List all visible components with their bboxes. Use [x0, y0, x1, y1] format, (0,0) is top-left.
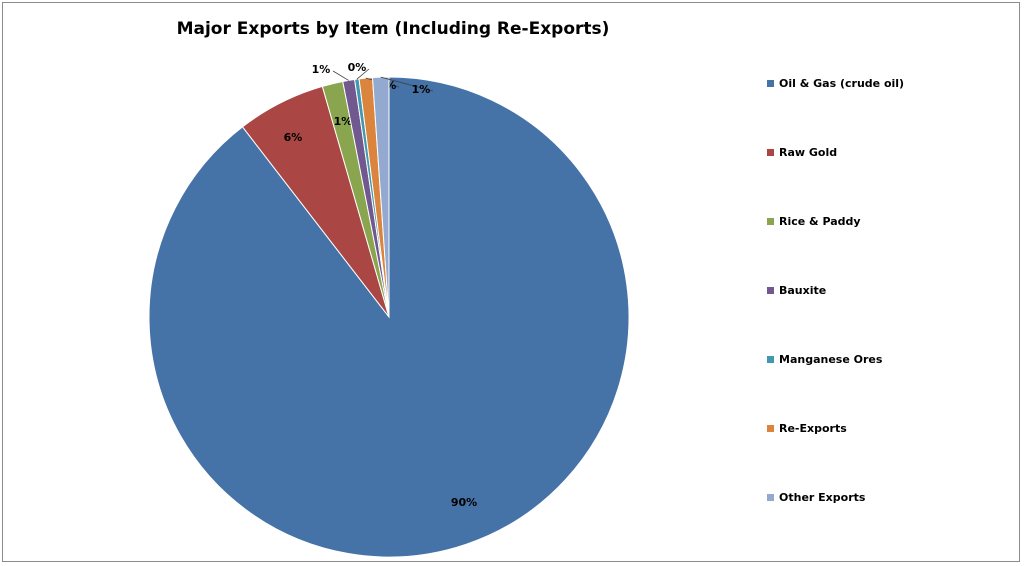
- legend-swatch: [767, 424, 774, 432]
- legend-item: Raw Gold: [767, 144, 837, 160]
- slice-data-label: 6%: [284, 131, 303, 144]
- legend-swatch: [767, 148, 774, 156]
- slice-data-label: 90%: [451, 496, 477, 509]
- legend-swatch: [767, 493, 774, 501]
- legend-item: Other Exports: [767, 489, 865, 505]
- legend-swatch: [767, 217, 774, 225]
- legend-swatch: [767, 355, 774, 363]
- legend-label: Re-Exports: [779, 421, 847, 435]
- legend-label: Rice & Paddy: [779, 214, 861, 228]
- legend-label: Manganese Ores: [779, 352, 883, 366]
- pie-chart: 90%6%1%1%0%1%1%: [148, 61, 630, 558]
- legend-label: Oil & Gas (crude oil): [779, 76, 905, 90]
- slice-data-label: 0%: [348, 61, 367, 74]
- legend-item: Rice & Paddy: [767, 213, 861, 229]
- legend: Oil & Gas (crude oil) Raw Gold Rice & Padd…: [767, 3, 1017, 563]
- pie-slice-oil-gas-crude-oil: [148, 76, 630, 558]
- leader-line: [380, 76, 434, 92]
- legend-item: Manganese Ores: [767, 351, 882, 367]
- slice-data-label: 1%: [412, 83, 431, 96]
- legend-item: Bauxite: [767, 282, 826, 298]
- leader-line: [332, 70, 349, 81]
- legend-swatch: [767, 286, 774, 294]
- legend-label: Raw Gold: [779, 145, 838, 159]
- slice-data-label: 1%: [312, 63, 331, 76]
- slice-data-label: 1%: [334, 115, 353, 128]
- legend-swatch: [767, 79, 774, 87]
- legend-label: Bauxite: [779, 283, 827, 297]
- legend-item: Oil & Gas (crude oil): [767, 75, 904, 91]
- legend-label: Other Exports: [779, 490, 866, 504]
- legend-item: Re-Exports: [767, 420, 847, 436]
- leader-line: [356, 68, 370, 80]
- chart-title: Major Exports by Item (Including Re-Expo…: [176, 19, 610, 39]
